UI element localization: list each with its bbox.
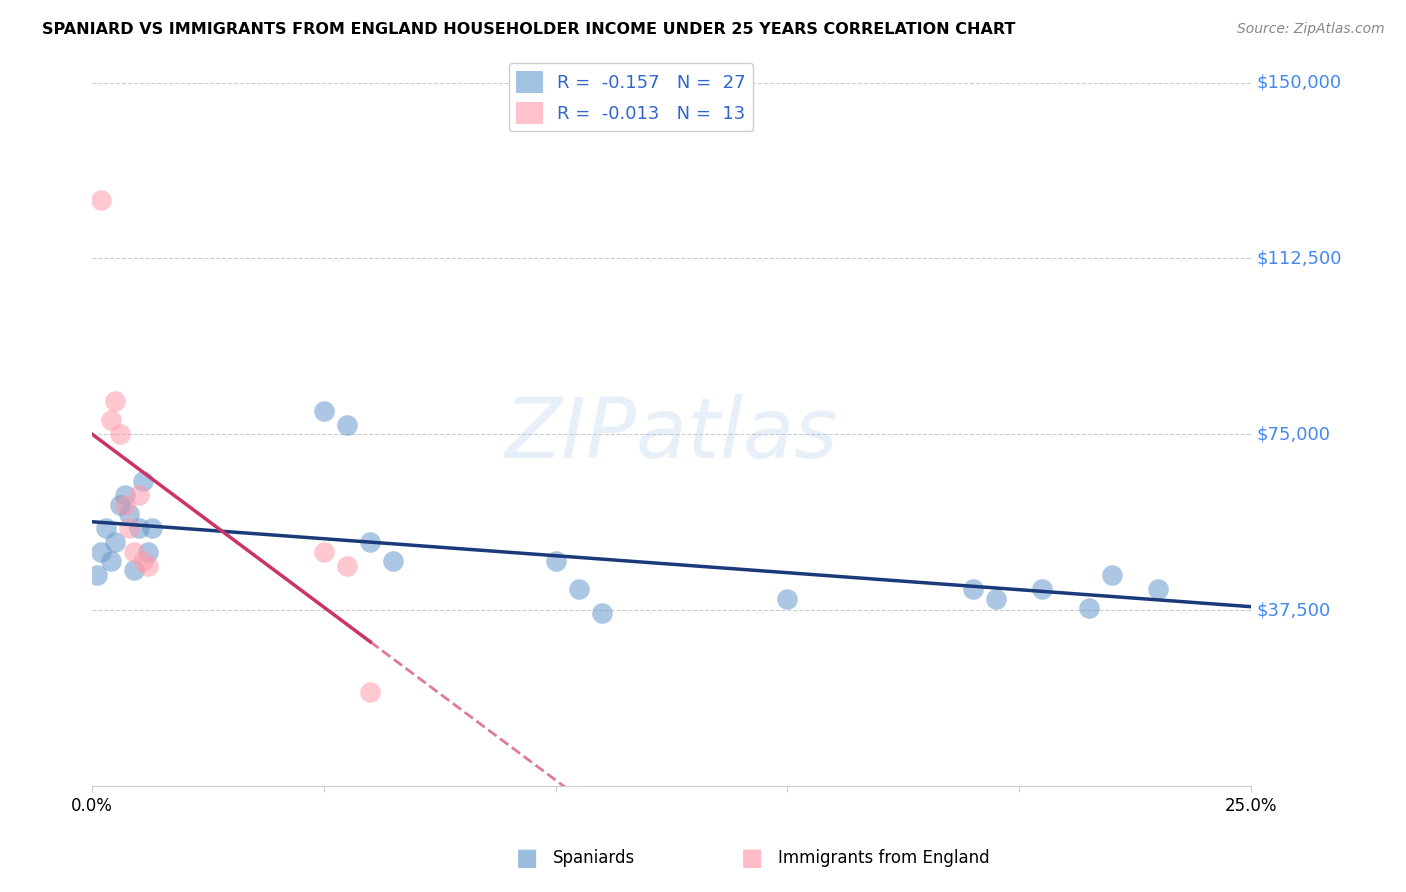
Point bbox=[591, 606, 613, 620]
Point bbox=[359, 685, 381, 699]
Point bbox=[984, 591, 1007, 606]
Point bbox=[90, 193, 112, 207]
Point bbox=[100, 413, 122, 427]
Point bbox=[94, 521, 117, 535]
Point bbox=[1147, 582, 1170, 596]
Point bbox=[132, 474, 155, 488]
Point bbox=[141, 521, 163, 535]
Point bbox=[336, 558, 359, 573]
Point bbox=[1101, 568, 1123, 582]
Point bbox=[104, 394, 127, 409]
Point bbox=[104, 535, 127, 549]
Point bbox=[1077, 600, 1099, 615]
Point bbox=[132, 554, 155, 568]
Text: $112,500: $112,500 bbox=[1257, 250, 1343, 268]
Text: ZIPatlas: ZIPatlas bbox=[505, 394, 838, 475]
Point bbox=[382, 554, 405, 568]
Text: ■: ■ bbox=[741, 847, 763, 870]
Text: $37,500: $37,500 bbox=[1257, 601, 1331, 619]
Text: ■: ■ bbox=[516, 847, 538, 870]
Legend: R =  -0.157   N =  27, R =  -0.013   N =  13: R = -0.157 N = 27, R = -0.013 N = 13 bbox=[509, 63, 754, 131]
Point bbox=[1031, 582, 1053, 596]
Point bbox=[114, 488, 136, 502]
Point bbox=[136, 544, 159, 558]
Text: $75,000: $75,000 bbox=[1257, 425, 1330, 443]
Point bbox=[136, 558, 159, 573]
Point bbox=[86, 568, 108, 582]
Point bbox=[108, 427, 131, 442]
Point bbox=[118, 507, 141, 521]
Point bbox=[122, 563, 145, 577]
Point bbox=[118, 521, 141, 535]
Text: Source: ZipAtlas.com: Source: ZipAtlas.com bbox=[1237, 22, 1385, 37]
Text: Immigrants from England: Immigrants from England bbox=[778, 849, 990, 867]
Point bbox=[122, 544, 145, 558]
Point bbox=[100, 554, 122, 568]
Point bbox=[568, 582, 591, 596]
Point bbox=[312, 544, 335, 558]
Text: Spaniards: Spaniards bbox=[553, 849, 634, 867]
Point bbox=[962, 582, 984, 596]
Point bbox=[108, 498, 131, 512]
Point bbox=[336, 417, 359, 432]
Text: $150,000: $150,000 bbox=[1257, 73, 1341, 92]
Point bbox=[128, 521, 150, 535]
Point bbox=[312, 404, 335, 418]
Point bbox=[90, 544, 112, 558]
Point bbox=[128, 488, 150, 502]
Point bbox=[776, 591, 799, 606]
Point bbox=[114, 498, 136, 512]
Point bbox=[359, 535, 381, 549]
Text: SPANIARD VS IMMIGRANTS FROM ENGLAND HOUSEHOLDER INCOME UNDER 25 YEARS CORRELATIO: SPANIARD VS IMMIGRANTS FROM ENGLAND HOUS… bbox=[42, 22, 1015, 37]
Point bbox=[544, 554, 567, 568]
